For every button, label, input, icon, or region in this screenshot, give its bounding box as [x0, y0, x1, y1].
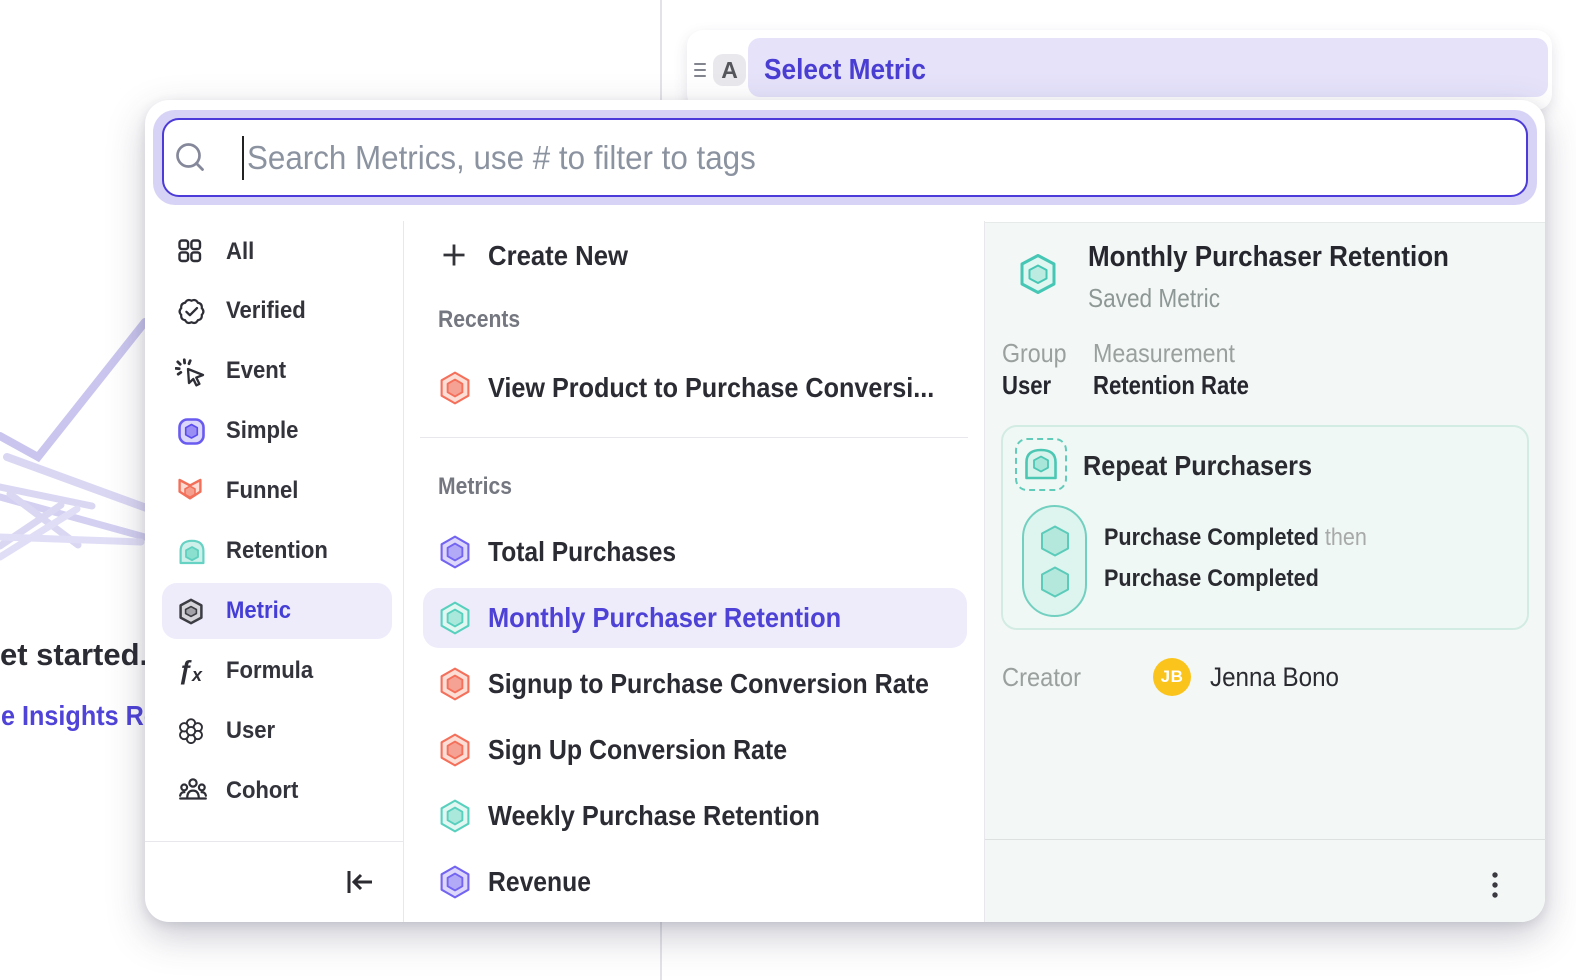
- svg-text:x: x: [191, 665, 203, 685]
- svg-text:ƒ: ƒ: [178, 658, 192, 685]
